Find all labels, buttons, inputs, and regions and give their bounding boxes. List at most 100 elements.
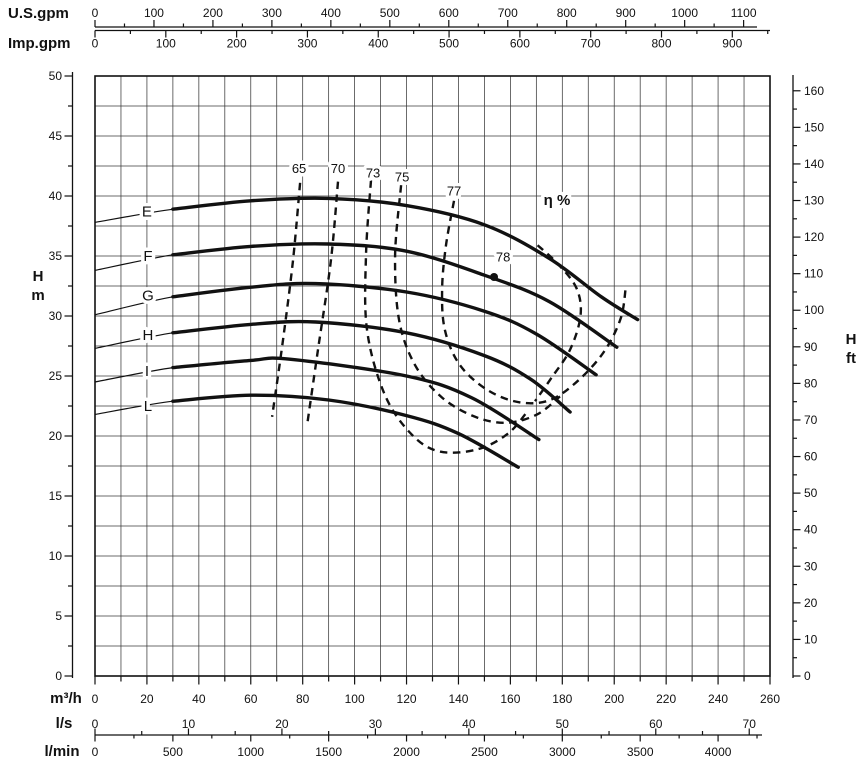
tick-label: 160 xyxy=(804,84,824,98)
efficiency-label-73: 73 xyxy=(366,166,380,181)
tick-label: 0 xyxy=(804,669,811,683)
pump-curve-E xyxy=(171,196,640,322)
curve-label-L: L xyxy=(144,398,152,415)
tick-label: 40 xyxy=(49,189,63,203)
tick-label: 130 xyxy=(804,194,824,208)
curve-label-F: F xyxy=(143,248,152,265)
tick-label: 100 xyxy=(144,6,164,20)
efficiency-contour-78 xyxy=(534,244,583,402)
tick-label: 1500 xyxy=(315,745,342,759)
tick-label: 45 xyxy=(49,129,63,143)
curve-label-H: H xyxy=(143,327,154,344)
efficiency-label-75: 75 xyxy=(395,169,409,184)
tick-label: 260 xyxy=(760,692,780,706)
right-axis-unit-ft: ft xyxy=(846,350,856,367)
tick-label: 30 xyxy=(49,309,63,323)
tick-label: 120 xyxy=(397,692,417,706)
tick-label: 35 xyxy=(49,249,63,263)
tick-label: 800 xyxy=(557,6,577,20)
best-efficiency-point xyxy=(490,273,499,281)
tick-label: 100 xyxy=(345,692,365,706)
tick-label: 20 xyxy=(275,717,289,731)
tick-label: 200 xyxy=(227,37,247,51)
tick-label: 800 xyxy=(651,37,671,51)
efficiency-contour-65 xyxy=(270,182,302,417)
left-axis-unit-m: m xyxy=(31,287,44,304)
pump-curve-F xyxy=(171,242,619,349)
curve-label-E: E xyxy=(142,204,152,221)
tick-label: 10 xyxy=(49,549,63,563)
curve-label-G: G xyxy=(142,288,154,305)
tick-label: 20 xyxy=(804,596,818,610)
efficiency-contour-75 xyxy=(393,185,561,425)
tick-label: 100 xyxy=(156,37,176,51)
tick-label: 90 xyxy=(804,340,818,354)
tick-label: 50 xyxy=(49,69,63,83)
efficiency-contour-73 xyxy=(363,180,528,454)
tick-label: 20 xyxy=(49,429,63,443)
tick-label: 160 xyxy=(500,692,520,706)
tick-label: 3500 xyxy=(627,745,654,759)
tick-label: 10 xyxy=(804,632,818,646)
tick-label: 20 xyxy=(140,692,154,706)
tick-label: 10 xyxy=(182,717,196,731)
tick-label: 40 xyxy=(192,692,206,706)
tick-label: 25 xyxy=(49,369,63,383)
tick-label: 60 xyxy=(804,450,818,464)
pump-curve-I xyxy=(171,356,541,442)
pump-curve-H-thin xyxy=(94,320,571,413)
tick-label: 40 xyxy=(462,717,476,731)
tick-label: 220 xyxy=(656,692,676,706)
tick-label: 1000 xyxy=(237,745,264,759)
tick-label: 180 xyxy=(552,692,572,706)
efficiency-contour-70 xyxy=(305,181,340,426)
tick-label: 1100 xyxy=(731,6,757,20)
tick-label: 400 xyxy=(321,6,341,20)
tick-label: 140 xyxy=(804,157,824,171)
tick-label: 5 xyxy=(55,609,62,623)
curve-label-I: I xyxy=(145,363,149,380)
tick-label: 400 xyxy=(368,37,388,51)
efficiency-label-77: 77 xyxy=(447,184,461,199)
tick-label: 4000 xyxy=(705,745,732,759)
tick-label: 50 xyxy=(556,717,570,731)
pump-curve-G-thin xyxy=(94,282,597,376)
efficiency-label-65: 65 xyxy=(292,161,306,176)
tick-label: 60 xyxy=(649,717,663,731)
pump-curve-H xyxy=(171,319,572,414)
tick-label: 0 xyxy=(92,745,99,759)
tick-label: 40 xyxy=(804,523,818,537)
tick-label: 0 xyxy=(92,37,99,51)
tick-label: 600 xyxy=(510,37,530,51)
tick-label: 300 xyxy=(262,6,282,20)
tick-label: 300 xyxy=(297,37,317,51)
tick-label: 80 xyxy=(804,376,818,390)
tick-label: 70 xyxy=(743,717,757,731)
tick-label: 200 xyxy=(604,692,624,706)
bottom-axis-unit-lmin: l/min xyxy=(44,743,79,760)
tick-label: 500 xyxy=(163,745,183,759)
labels: E F G H I L 65 70 73 75 77 78 xyxy=(138,157,513,418)
tick-label: 15 xyxy=(49,489,63,503)
tick-label: 3000 xyxy=(549,745,576,759)
tick-label: 2500 xyxy=(471,745,498,759)
tick-label: 70 xyxy=(804,413,818,427)
tick-label: 150 xyxy=(804,120,824,134)
tick-label: 30 xyxy=(369,717,383,731)
bottom-axis-unit-m3h: m³/h xyxy=(50,690,82,707)
tick-label: 500 xyxy=(380,6,400,20)
tick-label: 0 xyxy=(92,6,99,20)
tick-label: 0 xyxy=(92,717,99,731)
tick-label: 80 xyxy=(296,692,310,706)
eta-percent-label: η % xyxy=(544,192,571,209)
tick-label: 0 xyxy=(55,669,62,683)
tick-label: 240 xyxy=(708,692,728,706)
tick-label: 140 xyxy=(448,692,468,706)
tick-label: 600 xyxy=(439,6,459,20)
right-axis-unit-H: H xyxy=(846,331,857,348)
pump-curve-L xyxy=(171,393,520,469)
tick-label: 0 xyxy=(92,692,99,706)
